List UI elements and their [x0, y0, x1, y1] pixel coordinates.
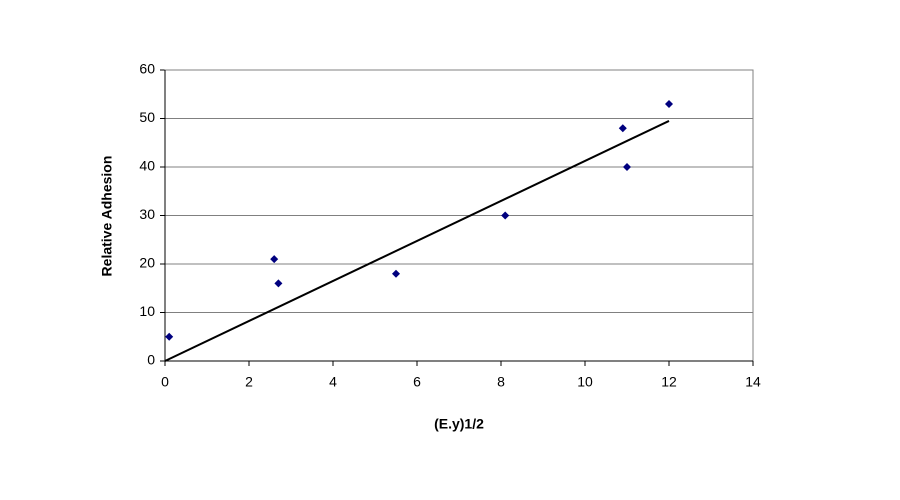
x-tick-label: 2 [245, 374, 253, 390]
x-tick-label: 4 [329, 374, 337, 390]
x-axis-label: (E.y)1/2 [434, 416, 484, 432]
point [165, 332, 174, 341]
point [392, 269, 400, 278]
x-tick-label: 14 [745, 374, 761, 390]
trendline [164, 120, 670, 362]
point [618, 124, 627, 133]
x-tick-label: 10 [577, 374, 593, 390]
y-tick-label: 20 [139, 255, 155, 271]
point [501, 211, 510, 220]
x-tick-label: 12 [661, 374, 677, 390]
y-tick-label: 40 [139, 158, 155, 174]
x-tick-label: 0 [161, 374, 169, 390]
y-tick-label: 30 [139, 206, 155, 222]
y-tick-label: 10 [139, 303, 155, 319]
x-tick-label: 8 [497, 374, 505, 390]
y-tick-label: 0 [147, 352, 155, 368]
point [270, 255, 279, 264]
point [623, 163, 631, 171]
x-tick-label: 6 [413, 374, 421, 390]
point [665, 99, 673, 108]
y-tick-label: 50 [139, 109, 155, 125]
y-tick-label: 60 [139, 61, 155, 77]
y-axis-label: Relative Adhesion [99, 156, 115, 277]
point [274, 279, 283, 288]
